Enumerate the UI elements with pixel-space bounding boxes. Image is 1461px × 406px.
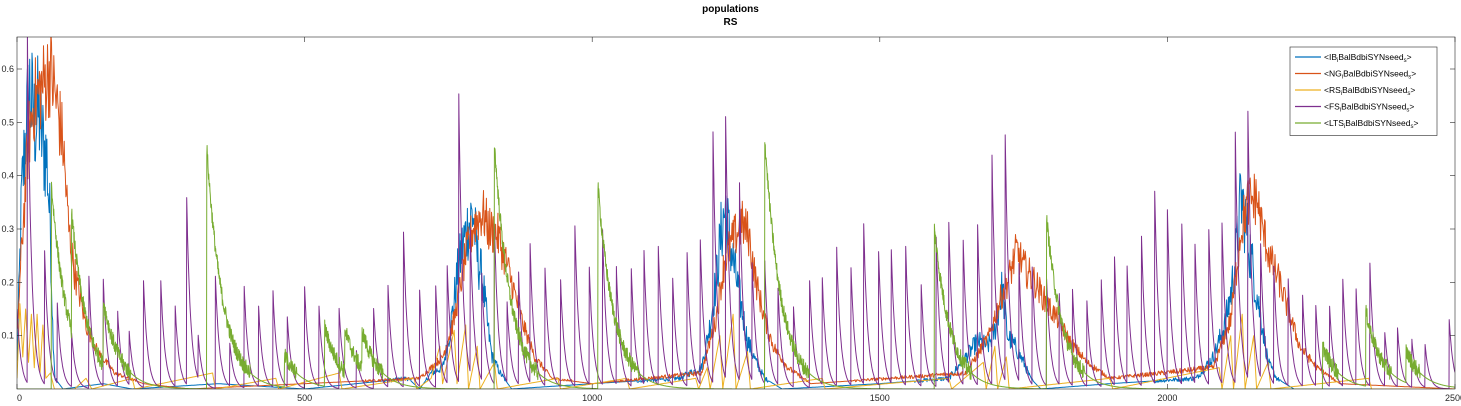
y-tick-label: 0.1: [1, 331, 14, 341]
y-tick-label: 0.5: [1, 117, 14, 127]
legend-text: BalBdbiSYNseed: [1338, 52, 1403, 62]
legend-text: >: [1411, 69, 1416, 79]
legend-entry-2: <RSiBalBdbiSYNseeds>: [1324, 85, 1415, 97]
legend-text: BalBdbiSYNseed: [1342, 85, 1407, 95]
legend-text: <LTS: [1324, 118, 1344, 128]
legend-text: BalBdbiSYNseed: [1345, 118, 1410, 128]
legend-subscript: s: [1404, 58, 1407, 64]
legend-subscript: i: [1344, 124, 1345, 130]
legend-text: BalBdbiSYNseed: [1341, 102, 1406, 112]
legend-subscript: s: [1410, 124, 1413, 130]
legend-text: <NG: [1324, 69, 1342, 79]
series-line-4: [17, 142, 1455, 389]
y-tick-label: 0.4: [1, 171, 14, 181]
legend-text: <FS: [1324, 102, 1340, 112]
x-tick-label: 1000: [582, 393, 602, 403]
axes-frame: [16, 36, 1456, 390]
x-tick-label: 0: [17, 393, 22, 403]
chart-title: populations: [702, 4, 759, 15]
legend-text: >: [1407, 52, 1412, 62]
legend-subscript: s: [1406, 108, 1409, 114]
y-tick-label: 0.2: [1, 277, 14, 287]
series-group: [17, 37, 1455, 389]
legend-text: >: [1413, 118, 1418, 128]
plot-area: [17, 37, 1455, 389]
legend-entry-3: <FSiBalBdbiSYNseeds>: [1324, 102, 1414, 114]
legend-text: BalBdbiSYNseed: [1343, 69, 1408, 79]
legend-text: >: [1409, 102, 1414, 112]
legend-subscript: i: [1342, 75, 1343, 81]
legend-subscript: s: [1408, 75, 1411, 81]
y-tick-label: 0.3: [1, 224, 14, 234]
legend-subscript: s: [1407, 91, 1410, 97]
legend-entry-1: <NGiBalBdbiSYNseeds>: [1324, 69, 1416, 81]
legend-subscript: i: [1341, 91, 1342, 97]
legend-subscript: i: [1337, 58, 1338, 64]
x-tick-label: 500: [297, 393, 312, 403]
series-line-2: [17, 303, 1455, 389]
chart-subtitle: RS: [723, 17, 738, 28]
legend-text: <RS: [1324, 85, 1341, 95]
legend-entry-4: <LTSiBalBdbiSYNseeds>: [1324, 118, 1418, 130]
legend-text: <IB: [1324, 52, 1337, 62]
y-tick-label: 0.6: [1, 64, 14, 74]
legend-text: >: [1410, 85, 1415, 95]
series-line-3: [17, 37, 1455, 389]
legend-entry-0: <IBiBalBdbiSYNseeds>: [1324, 52, 1412, 64]
x-tick-label: 2000: [1157, 393, 1177, 403]
x-tick-label: 1500: [870, 393, 890, 403]
legend-subscript: i: [1340, 108, 1341, 114]
legend-box: [1289, 46, 1438, 136]
